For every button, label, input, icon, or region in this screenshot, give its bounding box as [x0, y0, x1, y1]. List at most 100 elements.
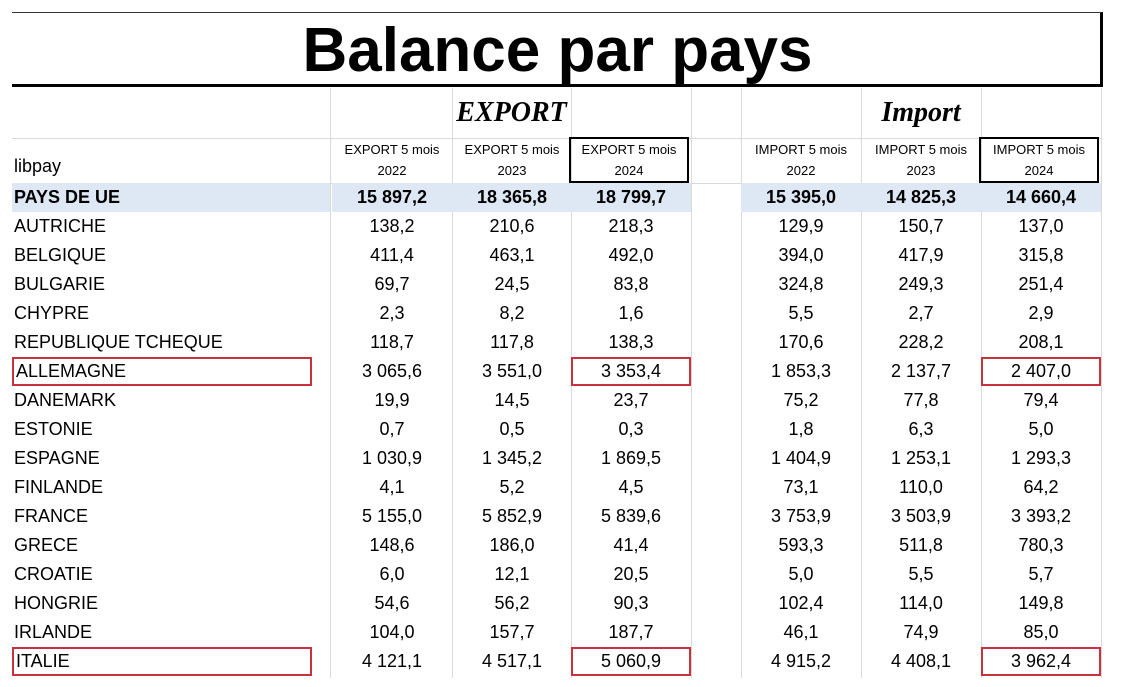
- value-cell: 251,4: [1018, 274, 1064, 294]
- value-cell: 187,7: [608, 622, 654, 642]
- value-cell: 1 853,3: [770, 361, 832, 381]
- column-header-text: IMPORT 5 mois 2022: [755, 142, 847, 178]
- value-cell: 4 915,2: [770, 651, 832, 671]
- value-cell: 0,5: [499, 419, 525, 439]
- value-cell: 3 962,4: [981, 647, 1101, 676]
- value-cell: 2 137,7: [890, 361, 952, 381]
- value-cell: 1 253,1: [890, 448, 952, 468]
- value-cell: 83,8: [613, 274, 649, 294]
- value-cell: 149,8: [1018, 593, 1064, 613]
- value-cell: 228,2: [898, 332, 944, 352]
- value-cell: 5 852,9: [481, 506, 543, 526]
- value-cell: 780,3: [1018, 535, 1064, 555]
- value-cell: 14 660,4: [981, 183, 1101, 212]
- value-cell: 394,0: [778, 245, 824, 265]
- grid-line: [861, 88, 862, 678]
- row-label: ESPAGNE: [14, 448, 100, 468]
- value-cell: 4 121,1: [361, 651, 423, 671]
- value-cell: 157,7: [489, 622, 535, 642]
- value-cell: 315,8: [1018, 245, 1064, 265]
- value-cell: 218,3: [608, 216, 654, 236]
- row-label: REPUBLIQUE TCHEQUE: [14, 332, 223, 352]
- value-cell: 85,0: [1023, 622, 1059, 642]
- value-cell: 5 839,6: [600, 506, 662, 526]
- column-header-text: EXPORT 5 mois 2023: [464, 142, 560, 178]
- value-cell: 79,4: [1023, 390, 1059, 410]
- value-cell: 110,0: [899, 477, 943, 497]
- row-label: HONGRIE: [14, 593, 99, 613]
- value-cell: 138,2: [369, 216, 415, 236]
- value-cell: 18 365,8: [452, 183, 572, 212]
- row-label: ESTONIE: [14, 419, 93, 439]
- grid-line: [12, 138, 1102, 139]
- value-cell: 5,5: [788, 303, 814, 323]
- value-cell: 90,3: [613, 593, 649, 613]
- value-cell: 6,3: [908, 419, 934, 439]
- row-label: IRLANDE: [14, 622, 93, 642]
- value-cell: 4 517,1: [481, 651, 543, 671]
- row-label: ITALIE: [12, 647, 312, 676]
- value-cell: 186,0: [489, 535, 535, 555]
- value-cell: 148,6: [369, 535, 415, 555]
- grid-line: [330, 88, 331, 678]
- value-cell: 102,4: [778, 593, 824, 613]
- row-label: DANEMARK: [14, 390, 117, 410]
- value-cell: 54,6: [374, 593, 410, 613]
- value-cell: 4,1: [379, 477, 405, 497]
- value-cell: 23,7: [613, 390, 649, 410]
- value-cell: 129,9: [778, 216, 824, 236]
- value-cell: 138,3: [608, 332, 654, 352]
- value-cell: 593,3: [778, 535, 824, 555]
- column-header: EXPORT 5 mois 2023: [452, 137, 572, 183]
- row-label: GRECE: [14, 535, 79, 555]
- value-cell: 1,6: [618, 303, 644, 323]
- value-cell: 104,0: [369, 622, 415, 642]
- row-label: PAYS DE UE: [12, 183, 330, 212]
- value-cell: 1 404,9: [770, 448, 832, 468]
- column-header-text: EXPORT 5 mois 2022: [344, 142, 440, 178]
- value-cell: 14,5: [494, 390, 530, 410]
- value-cell: 324,8: [778, 274, 824, 294]
- value-cell: 2 407,0: [981, 357, 1101, 386]
- row-label: FINLANDE: [14, 477, 104, 497]
- value-cell: 210,6: [489, 216, 535, 236]
- title: Balance par pays: [302, 15, 813, 85]
- grid-line: [452, 88, 453, 678]
- value-cell: 12,1: [494, 564, 530, 584]
- row-label: CROATIE: [14, 564, 93, 584]
- group-header: EXPORT: [456, 97, 567, 128]
- value-cell: 1 293,3: [1010, 448, 1072, 468]
- value-cell: 0,7: [379, 419, 405, 439]
- value-cell: 170,6: [778, 332, 824, 352]
- value-cell: 15 395,0: [741, 183, 861, 212]
- value-cell: 41,4: [613, 535, 649, 555]
- value-cell: 3 065,6: [361, 361, 423, 381]
- value-cell: 14 825,3: [861, 183, 981, 212]
- value-cell: 74,9: [903, 622, 939, 642]
- value-cell: 3 353,4: [571, 357, 691, 386]
- value-cell: 24,5: [494, 274, 530, 294]
- value-cell: 114,0: [899, 593, 943, 613]
- row-label: ALLEMAGNE: [12, 357, 312, 386]
- column-header: libpay: [14, 156, 62, 176]
- value-cell: 19,9: [374, 390, 410, 410]
- grid-line: [691, 88, 692, 678]
- row-label: FRANCE: [14, 506, 89, 526]
- value-cell: 64,2: [1023, 477, 1059, 497]
- column-header: IMPORT 5 mois 2022: [741, 137, 861, 183]
- grid-line: [1101, 88, 1102, 678]
- value-cell: 117,8: [490, 332, 534, 352]
- grid-line: [741, 88, 742, 678]
- column-header: EXPORT 5 mois 2024: [569, 137, 689, 183]
- value-cell: 137,0: [1018, 216, 1064, 236]
- value-cell: 5 060,9: [571, 647, 691, 676]
- value-cell: 2,9: [1028, 303, 1054, 323]
- column-header: IMPORT 5 mois 2024: [979, 137, 1099, 183]
- column-header: IMPORT 5 mois 2023: [861, 137, 981, 183]
- value-cell: 0,3: [618, 419, 644, 439]
- value-cell: 5 155,0: [361, 506, 423, 526]
- column-header-text: IMPORT 5 mois 2024: [993, 142, 1085, 178]
- value-cell: 1,8: [788, 419, 814, 439]
- value-cell: 208,1: [1018, 332, 1064, 352]
